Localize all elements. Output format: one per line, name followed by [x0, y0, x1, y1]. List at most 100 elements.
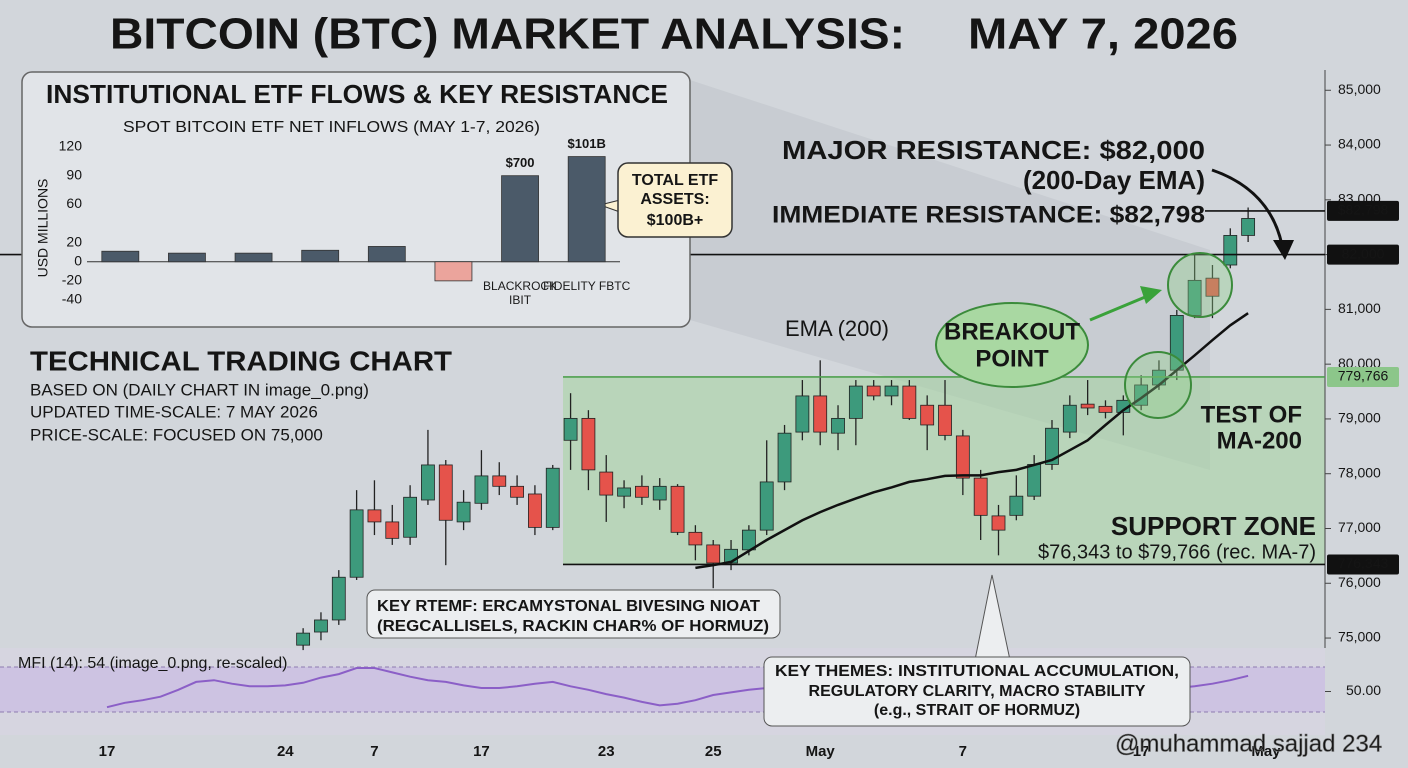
- callout-text: $100B+: [647, 212, 704, 229]
- candle-body: [884, 385, 899, 397]
- candle-body: [991, 515, 1006, 531]
- themes-pointer: [974, 574, 1011, 661]
- price-tag: [1327, 244, 1399, 265]
- candle-body: [349, 509, 364, 578]
- page-title: BITCOIN (BTC) MARKET ANALYSIS:: [110, 10, 905, 59]
- arrow-head: [1273, 240, 1294, 260]
- candle-body: [1080, 403, 1095, 409]
- candle-body: [1045, 427, 1059, 465]
- inset-bar: [301, 249, 340, 263]
- inset-category-label: FIDELITY FBTC: [543, 279, 631, 293]
- candle-body: [795, 395, 810, 433]
- candle-body: [902, 385, 917, 419]
- annotation: KEY RTEMF: ERCAMYSTONAL BIVESING NIOAT: [377, 598, 760, 615]
- candle-body: [973, 477, 988, 516]
- candle-body: [688, 531, 703, 546]
- highlight-circle: [1167, 252, 1233, 318]
- candle-body: [1187, 279, 1202, 316]
- candle-body: [545, 467, 560, 528]
- inset-bar: [101, 250, 140, 263]
- annotation: MAJOR RESISTANCE: $82,000: [782, 135, 1205, 165]
- annotation: POINT: [975, 345, 1049, 372]
- x-tick-label: May: [1251, 743, 1281, 760]
- y-tick-label: 85,000: [1338, 81, 1381, 97]
- annotation: REGULATORY CLARITY, MACRO STABILITY: [809, 683, 1146, 700]
- highlight-circle: [1124, 351, 1192, 419]
- note: BASED ON (DAILY CHART IN image_0.png): [30, 380, 369, 399]
- ema-line: [695, 312, 1249, 570]
- candle-body: [421, 464, 435, 501]
- candle-body: [1241, 218, 1256, 236]
- annotation: KEY THEMES: INSTITUTIONAL ACCUMULATION,: [775, 663, 1179, 680]
- x-tick-label: 25: [705, 743, 722, 760]
- candle-body: [314, 619, 328, 633]
- inset-shadow: [690, 80, 1210, 470]
- annotation: SUPPORT ZONE: [1111, 511, 1316, 541]
- candle-body: [563, 417, 578, 441]
- arrow-head: [1140, 286, 1162, 304]
- candle-body: [438, 464, 453, 521]
- candle-body: [652, 485, 667, 501]
- candle-body: [331, 576, 346, 621]
- annotation: MA-200: [1217, 427, 1302, 454]
- y-tick-label: 77,000: [1338, 519, 1381, 535]
- candle-body: [581, 417, 596, 471]
- candle-body: [777, 432, 792, 483]
- inset-title: INSTITUTIONAL ETF FLOWS & KEY RESISTANCE: [46, 79, 668, 109]
- candle-body: [599, 471, 614, 496]
- inset-chart: INSTITUTIONAL ETF FLOWS & KEY RESISTANCE…: [21, 71, 733, 328]
- mfi-title: MFI (14): 54 (image_0.png, re-scaled): [18, 655, 287, 672]
- inset-category-label: BLACKROCK IBIT: [483, 279, 558, 307]
- annotation: $76,343 to $79,766 (rec. MA-7): [1038, 541, 1316, 563]
- inset-bar-note: $700: [506, 155, 535, 170]
- y-tick-label: 79,000: [1338, 410, 1381, 426]
- candle-body: [955, 435, 970, 479]
- price-tag: [1327, 200, 1399, 221]
- candle-body: [367, 509, 382, 523]
- inset-bar: [501, 175, 539, 263]
- candle-body: [920, 404, 935, 426]
- candle-body: [617, 487, 631, 497]
- x-tick-label: 24: [277, 743, 294, 760]
- arrow: [1211, 168, 1284, 246]
- section-title: TECHNICAL TRADING CHART: [30, 345, 452, 376]
- inset-y-tick-label: 20: [66, 233, 82, 249]
- candle-body: [1009, 495, 1024, 516]
- x-tick-label: 7: [959, 743, 967, 760]
- candle-body: [474, 475, 489, 504]
- callout-box: [617, 162, 733, 238]
- inset-bar: [168, 252, 206, 263]
- candle-body: [813, 395, 828, 433]
- candle-body: [1027, 463, 1042, 497]
- candle-body: [456, 501, 471, 523]
- candle-body: [866, 385, 881, 397]
- candle-body: [1223, 235, 1238, 266]
- inset-bar-note: $101B: [568, 136, 606, 151]
- price-tag-label: 779,766: [1338, 368, 1389, 384]
- mfi-tick-label: 50.00: [1346, 682, 1381, 698]
- annotation: TEST OF: [1201, 401, 1302, 428]
- candle-body: [1062, 404, 1077, 433]
- annotation: BREAKOUT: [944, 318, 1080, 345]
- inset-bar: [367, 246, 406, 263]
- breakout-bubble: [935, 302, 1089, 388]
- candle-body: [848, 385, 863, 419]
- x-tick-label: 17: [99, 743, 116, 760]
- candle-body: [670, 485, 685, 533]
- inset-y-tick-label: 90: [66, 166, 82, 182]
- inset-y-tick-label: 0: [74, 252, 82, 268]
- x-tick-label: 17: [473, 743, 490, 760]
- series-label: EMA (200): [785, 316, 889, 341]
- inset-y-tick-label: -20: [62, 272, 82, 288]
- inset-bar: [234, 252, 273, 263]
- page-date: MAY 7, 2026: [968, 10, 1238, 59]
- annotation: (e.g., STRAIT OF HORMUZ): [874, 702, 1080, 719]
- price-tag: [1327, 366, 1399, 387]
- candle-body: [385, 521, 400, 539]
- callout-text: TOTAL ETF: [632, 172, 718, 189]
- watermark: @muhammad sajjad 234: [1115, 730, 1382, 757]
- themes-box: [763, 656, 1191, 727]
- y-tick-label: 84,000: [1338, 136, 1381, 152]
- annotation-layer: BREAKOUT POINT MAJOR RESISTANCE: $82,000…: [18, 10, 1382, 758]
